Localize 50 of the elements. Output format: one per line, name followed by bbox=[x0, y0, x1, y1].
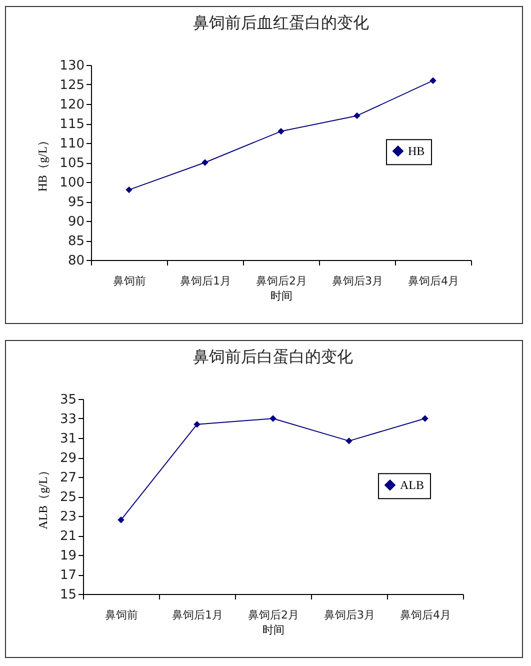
chart-title: 鼻饲前后血红蛋白的变化 bbox=[193, 13, 369, 32]
legend-label: HB bbox=[408, 144, 425, 158]
x-tick-label: 鼻饲前 bbox=[105, 608, 138, 622]
y-tick-label: 31 bbox=[60, 432, 76, 446]
point bbox=[202, 159, 208, 166]
point bbox=[126, 186, 132, 194]
point bbox=[118, 516, 124, 524]
y-tick-label: 100 bbox=[60, 176, 84, 190]
y-tick-label: 19 bbox=[60, 548, 76, 564]
y-tick-label: 80 bbox=[68, 254, 84, 268]
y-tick-label: 90 bbox=[68, 214, 84, 230]
x-tick-label: 鼻饲后1月 bbox=[180, 274, 231, 288]
x-tick-label: 鼻饲后3月 bbox=[324, 608, 375, 622]
x-tick-label: 鼻饲后1月 bbox=[172, 608, 223, 622]
y-tick-label: 17 bbox=[60, 568, 76, 583]
y-tick-label: 33 bbox=[60, 412, 76, 427]
x-tick-label: 鼻饲前 bbox=[113, 274, 146, 288]
y-tick-label: 25 bbox=[60, 490, 76, 505]
point bbox=[430, 77, 436, 84]
y-axis-title: ALB（g/L） bbox=[36, 464, 50, 530]
x-tick-label: 鼻饲后2月 bbox=[256, 274, 307, 288]
point bbox=[278, 128, 284, 135]
point bbox=[354, 112, 360, 120]
y-tick-label: 105 bbox=[60, 156, 84, 171]
y-tick-label: 120 bbox=[60, 98, 84, 112]
y-tick-label: 125 bbox=[60, 78, 84, 93]
point bbox=[422, 415, 428, 422]
y-tick-label: 35 bbox=[60, 392, 76, 408]
y-tick-label: 130 bbox=[60, 58, 84, 74]
chart-title: 鼻饲前后白蛋白的变化 bbox=[193, 347, 353, 366]
y-tick-label: 29 bbox=[60, 451, 76, 466]
y-tick-label: 95 bbox=[68, 195, 84, 210]
x-tick-label: 鼻饲后4月 bbox=[408, 274, 459, 288]
x-tick-label: 鼻饲后3月 bbox=[332, 274, 383, 288]
y-tick-label: 21 bbox=[60, 529, 76, 544]
x-tick-label: 鼻饲后4月 bbox=[400, 608, 451, 622]
y-tick-label: 23 bbox=[60, 510, 76, 524]
y-axis-title: HB（g/L） bbox=[36, 134, 50, 192]
point bbox=[194, 420, 200, 428]
y-tick-label: 15 bbox=[60, 588, 76, 602]
y-tick-label: 85 bbox=[68, 234, 84, 249]
x-axis-title: 时间 bbox=[262, 624, 284, 636]
x-tick-label: 鼻饲后2月 bbox=[248, 608, 299, 622]
y-tick-label: 115 bbox=[60, 117, 84, 132]
y-tick-label: 110 bbox=[60, 136, 84, 152]
point bbox=[346, 438, 352, 444]
legend-label: ALB bbox=[400, 478, 424, 492]
point bbox=[270, 415, 276, 422]
y-tick-label: 27 bbox=[60, 470, 76, 486]
x-axis-title: 时间 bbox=[270, 290, 292, 302]
